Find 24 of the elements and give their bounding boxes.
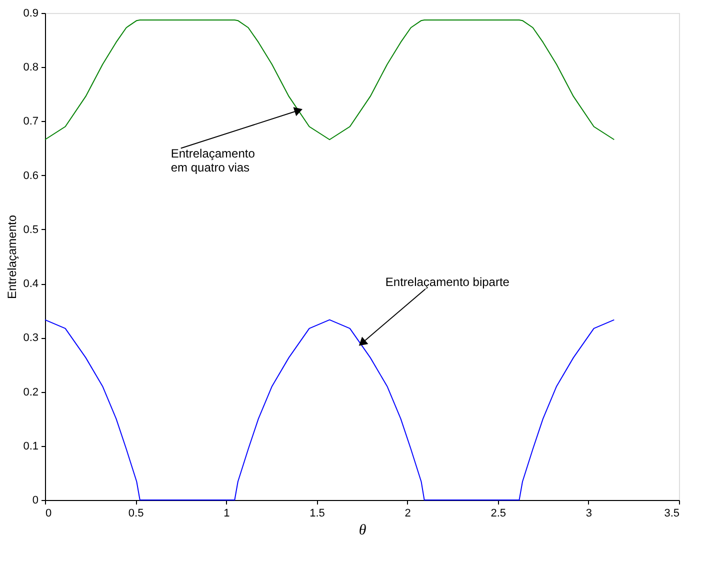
x-tick-label: 0.5 <box>128 508 144 520</box>
y-tick-label: 0.6 <box>23 170 38 182</box>
y-tick-label: 0.2 <box>23 386 38 398</box>
y-axis-title: Entrelaçamento <box>5 214 20 300</box>
annotation: Entrelaçamento biparte <box>385 274 510 289</box>
x-tick-label: 1 <box>224 508 230 520</box>
x-tick-label: 2.5 <box>490 508 506 520</box>
y-tick-label: 0.5 <box>23 224 38 236</box>
annotation: Entrelaçamento em quatro vias <box>170 146 256 174</box>
x-tick-label: 0 <box>46 508 52 520</box>
y-tick-label: 0 <box>32 494 38 506</box>
y-tick-label: 0.3 <box>23 332 38 344</box>
y-tick-label: 0.7 <box>23 116 38 128</box>
x-tick-label: 1.5 <box>310 508 325 520</box>
line-series <box>44 319 615 500</box>
y-tick-label: 0.4 <box>23 278 38 290</box>
x-tick-label: 3.5 <box>664 508 680 520</box>
x-tick-label: 2 <box>404 508 411 520</box>
x-tick-label: 3 <box>586 508 592 520</box>
line-series <box>44 20 615 140</box>
x-axis-title: θ <box>358 522 367 538</box>
y-tick-label: 0.8 <box>23 62 38 74</box>
y-tick-label: 0.1 <box>23 440 38 452</box>
y-tick-label: 0.9 <box>23 8 38 20</box>
